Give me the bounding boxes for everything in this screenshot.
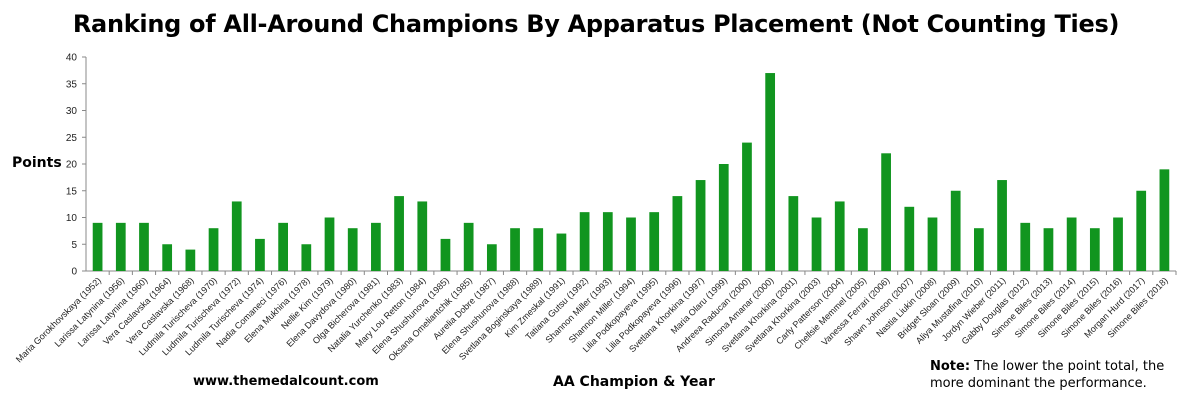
note-text: The lower the point total, the more domi… [930, 359, 1165, 391]
note-label: Note: [930, 359, 971, 374]
bars [92, 73, 1170, 271]
bar [649, 212, 660, 271]
bar [1113, 217, 1123, 271]
bar [997, 180, 1007, 271]
bar [1159, 169, 1170, 271]
bar [301, 244, 312, 271]
bar [463, 222, 474, 271]
bar [1043, 228, 1054, 271]
x-tick-labels: Maria Gorokhovskaya (1952)Larissa Latyni… [14, 275, 1170, 364]
website-label: www.themedalcount.com [193, 374, 379, 389]
bar [788, 196, 799, 271]
bar [602, 212, 613, 271]
bar [881, 153, 891, 271]
bar [533, 228, 544, 271]
y-tick-label: 40 [66, 53, 78, 64]
bar [1089, 228, 1100, 271]
bar [858, 228, 868, 271]
bar [1020, 222, 1031, 271]
bar [1136, 190, 1147, 271]
bar [579, 212, 590, 271]
y-tick-label: 5 [71, 240, 77, 251]
bar [672, 196, 683, 271]
y-tick-label: 10 [66, 213, 78, 224]
bar [927, 217, 938, 271]
y-tick-label: 35 [66, 79, 78, 90]
y-tick-label: 30 [66, 106, 78, 117]
bar [695, 180, 706, 271]
bar [486, 244, 497, 271]
bar [208, 228, 219, 271]
bar [556, 233, 567, 271]
y-tick-labels: 0 5 10 15 20 25 30 35 40 [66, 53, 78, 278]
note: Note: The lower the point total, the mor… [930, 358, 1180, 392]
bar [278, 222, 288, 271]
y-tick-label: 20 [66, 160, 78, 171]
bar [834, 201, 845, 271]
y-tick-label: 15 [66, 186, 78, 197]
bar [718, 164, 729, 271]
bar [742, 142, 752, 271]
y-axis-label: Points [12, 155, 62, 171]
bar [765, 73, 776, 271]
bar [1066, 217, 1077, 271]
bar [324, 217, 335, 271]
bar [255, 238, 265, 271]
bar [162, 244, 173, 271]
bar [394, 196, 404, 271]
bar [92, 222, 103, 271]
bar [626, 217, 636, 271]
y-tick-label: 25 [66, 133, 78, 144]
bar [950, 190, 961, 271]
bar [139, 222, 149, 271]
x-tick-label: Maria Gorokhovskaya (1952) [14, 275, 103, 364]
bar [440, 238, 451, 271]
chart-title: Ranking of All-Around Champions By Appar… [72, 10, 1120, 38]
bar [811, 217, 822, 271]
bar [417, 201, 428, 271]
bar [115, 222, 126, 271]
bar [231, 201, 242, 271]
bar [974, 228, 984, 271]
bar [510, 228, 520, 271]
bar [371, 222, 381, 271]
x-axis-label: AA Champion & Year [553, 374, 715, 390]
bar [185, 249, 196, 271]
bar [347, 228, 358, 271]
bar [904, 206, 915, 271]
y-tick-label: 0 [71, 267, 77, 278]
